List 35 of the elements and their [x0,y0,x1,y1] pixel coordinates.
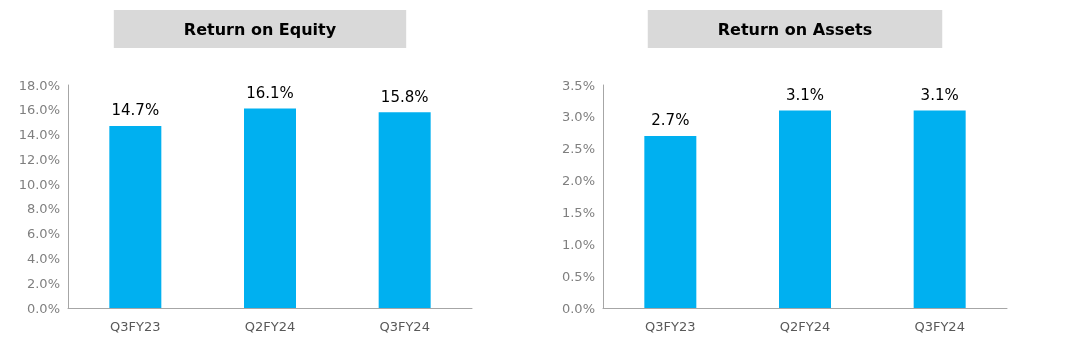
y-tick-label: 14.0% [18,127,60,143]
chart-title: Return on Assets [717,19,873,39]
y-tick-label: 0.0% [561,300,595,316]
y-tick-label: 16.0% [18,102,60,118]
data-label: 3.1% [920,85,959,104]
y-tick-label: 0.5% [561,268,595,284]
chart-title: Return on Equity [183,19,337,39]
y-tick-label: 18.0% [18,77,60,93]
bar [378,112,431,308]
x-tick-label: Q3FY24 [379,319,430,334]
data-label: 14.7% [111,101,160,120]
y-tick-label: 1.0% [561,236,595,252]
y-tick-label: 1.5% [561,204,595,220]
x-tick-label: Q3FY23 [645,319,696,334]
bar [109,125,162,308]
x-tick-label: Q2FY24 [244,319,296,334]
y-tick-label: 3.5% [561,77,595,93]
data-label: 16.1% [246,84,294,103]
y-tick-label: 6.0% [26,226,60,242]
data-label: 2.7% [651,111,690,130]
data-label: 3.1% [785,85,825,104]
y-tick-label: 0.0% [26,300,60,316]
y-tick-label: 2.0% [561,173,595,189]
x-tick-label: Q3FY23 [110,319,161,334]
y-tick-label: 3.0% [561,109,595,125]
y-tick-label: 10.0% [18,176,60,192]
y-tick-label: 8.0% [26,201,60,217]
y-tick-label: 4.0% [26,250,60,266]
data-label: 15.8% [380,87,429,106]
x-tick-label: Q3FY24 [914,319,965,334]
x-tick-label: Q2FY24 [779,319,831,334]
bar [244,108,296,308]
y-tick-label: 2.5% [561,141,595,157]
y-tick-label: 12.0% [18,151,60,167]
y-tick-label: 2.0% [26,275,60,291]
